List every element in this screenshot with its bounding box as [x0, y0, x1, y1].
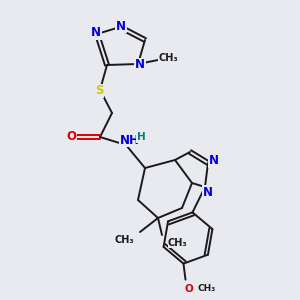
Text: N: N [209, 154, 219, 167]
Text: CH₃: CH₃ [197, 284, 216, 293]
Text: N: N [203, 185, 213, 199]
Text: CH₃: CH₃ [168, 238, 188, 248]
Text: N: N [116, 20, 126, 32]
Text: NH: NH [120, 134, 140, 146]
Text: S: S [95, 85, 103, 98]
Text: CH₃: CH₃ [114, 235, 134, 245]
Text: O: O [66, 130, 76, 143]
Text: N: N [91, 26, 101, 40]
Text: O: O [184, 284, 193, 294]
Text: H: H [136, 132, 146, 142]
Text: CH₃: CH₃ [158, 53, 178, 63]
Text: N: N [135, 58, 145, 71]
